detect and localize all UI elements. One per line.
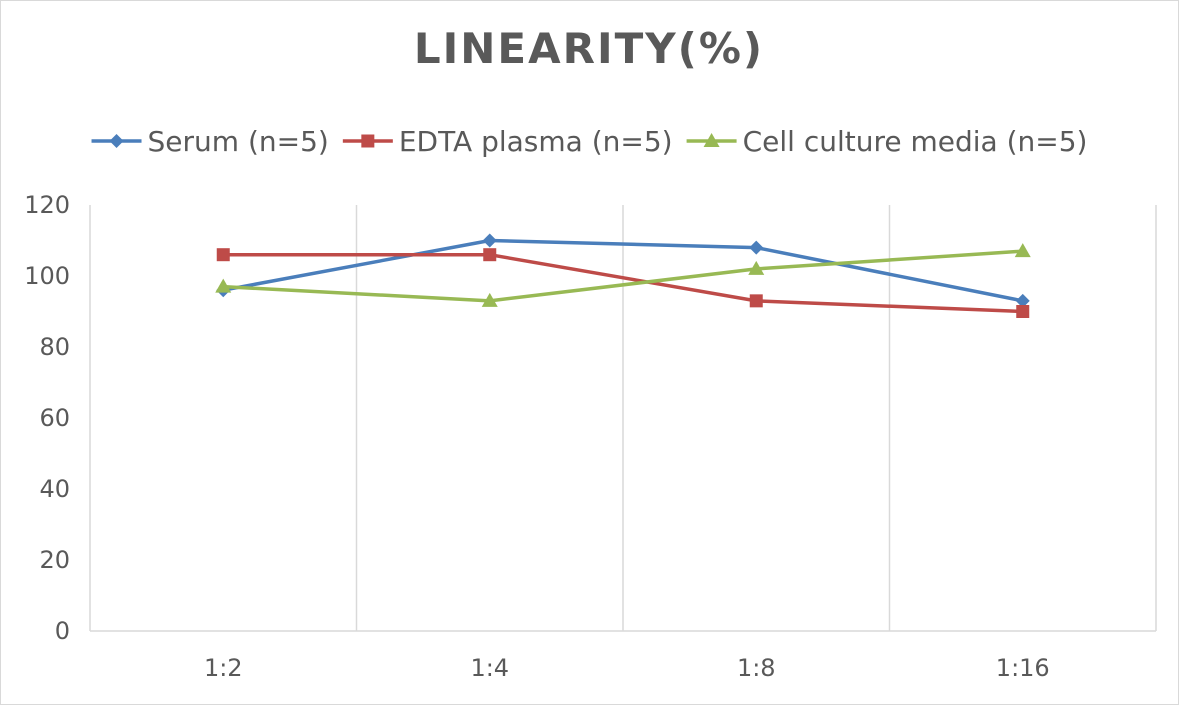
data-point: [483, 248, 497, 262]
y-tick-label: 80: [39, 333, 70, 361]
chart-grid: [89, 205, 1157, 631]
y-tick-label: 100: [24, 262, 70, 290]
x-tick-label: 1:8: [737, 654, 776, 682]
legend-label: EDTA plasma (n=5): [399, 125, 673, 158]
series-line: [221, 238, 1025, 303]
y-tick-label: 0: [55, 617, 70, 645]
y-tick-label: 40: [39, 475, 70, 503]
chart-axes: 0 20 40 60 80 100 120 1:2 1:4 1:8 1:16: [24, 191, 1156, 682]
legend-item-1: Serum (n=5): [91, 125, 329, 158]
data-point: [215, 278, 232, 293]
series-line: [221, 249, 1025, 303]
legend-item-2: EDTA plasma (n=5): [342, 125, 673, 158]
data-point: [482, 233, 497, 248]
series-3: [215, 243, 1031, 307]
legend-label: Cell culture media (n=5): [743, 125, 1088, 158]
data-point: [748, 260, 765, 275]
y-tick-label: 20: [39, 546, 70, 574]
legend-marker: [109, 134, 124, 148]
series-line: [221, 252, 1025, 314]
series-2: [216, 248, 1030, 318]
data-point: [1015, 293, 1030, 308]
x-tick-label: 1:16: [996, 654, 1050, 682]
legend-label: Serum (n=5): [148, 125, 329, 158]
data-point: [749, 240, 764, 255]
y-tick-label: 120: [24, 191, 70, 219]
data-point: [216, 248, 230, 262]
series-1: [216, 233, 1030, 308]
legend-marker: [361, 134, 375, 148]
chart-title: LINEARITY(%): [414, 24, 764, 73]
legend-item-3: Cell culture media (n=5): [686, 125, 1088, 158]
data-point: [481, 292, 498, 307]
x-tick-label: 1:2: [204, 654, 243, 682]
data-point: [1016, 305, 1030, 318]
legend-marker: [703, 133, 720, 147]
data-point: [1014, 243, 1031, 258]
y-tick-label: 60: [39, 404, 70, 432]
chart-legend: Serum (n=5) EDTA plasma (n=5) Cell culture…: [91, 125, 1088, 158]
x-tick-label: 1:4: [470, 654, 509, 682]
data-point: [749, 294, 763, 308]
plot-area: [215, 233, 1031, 318]
